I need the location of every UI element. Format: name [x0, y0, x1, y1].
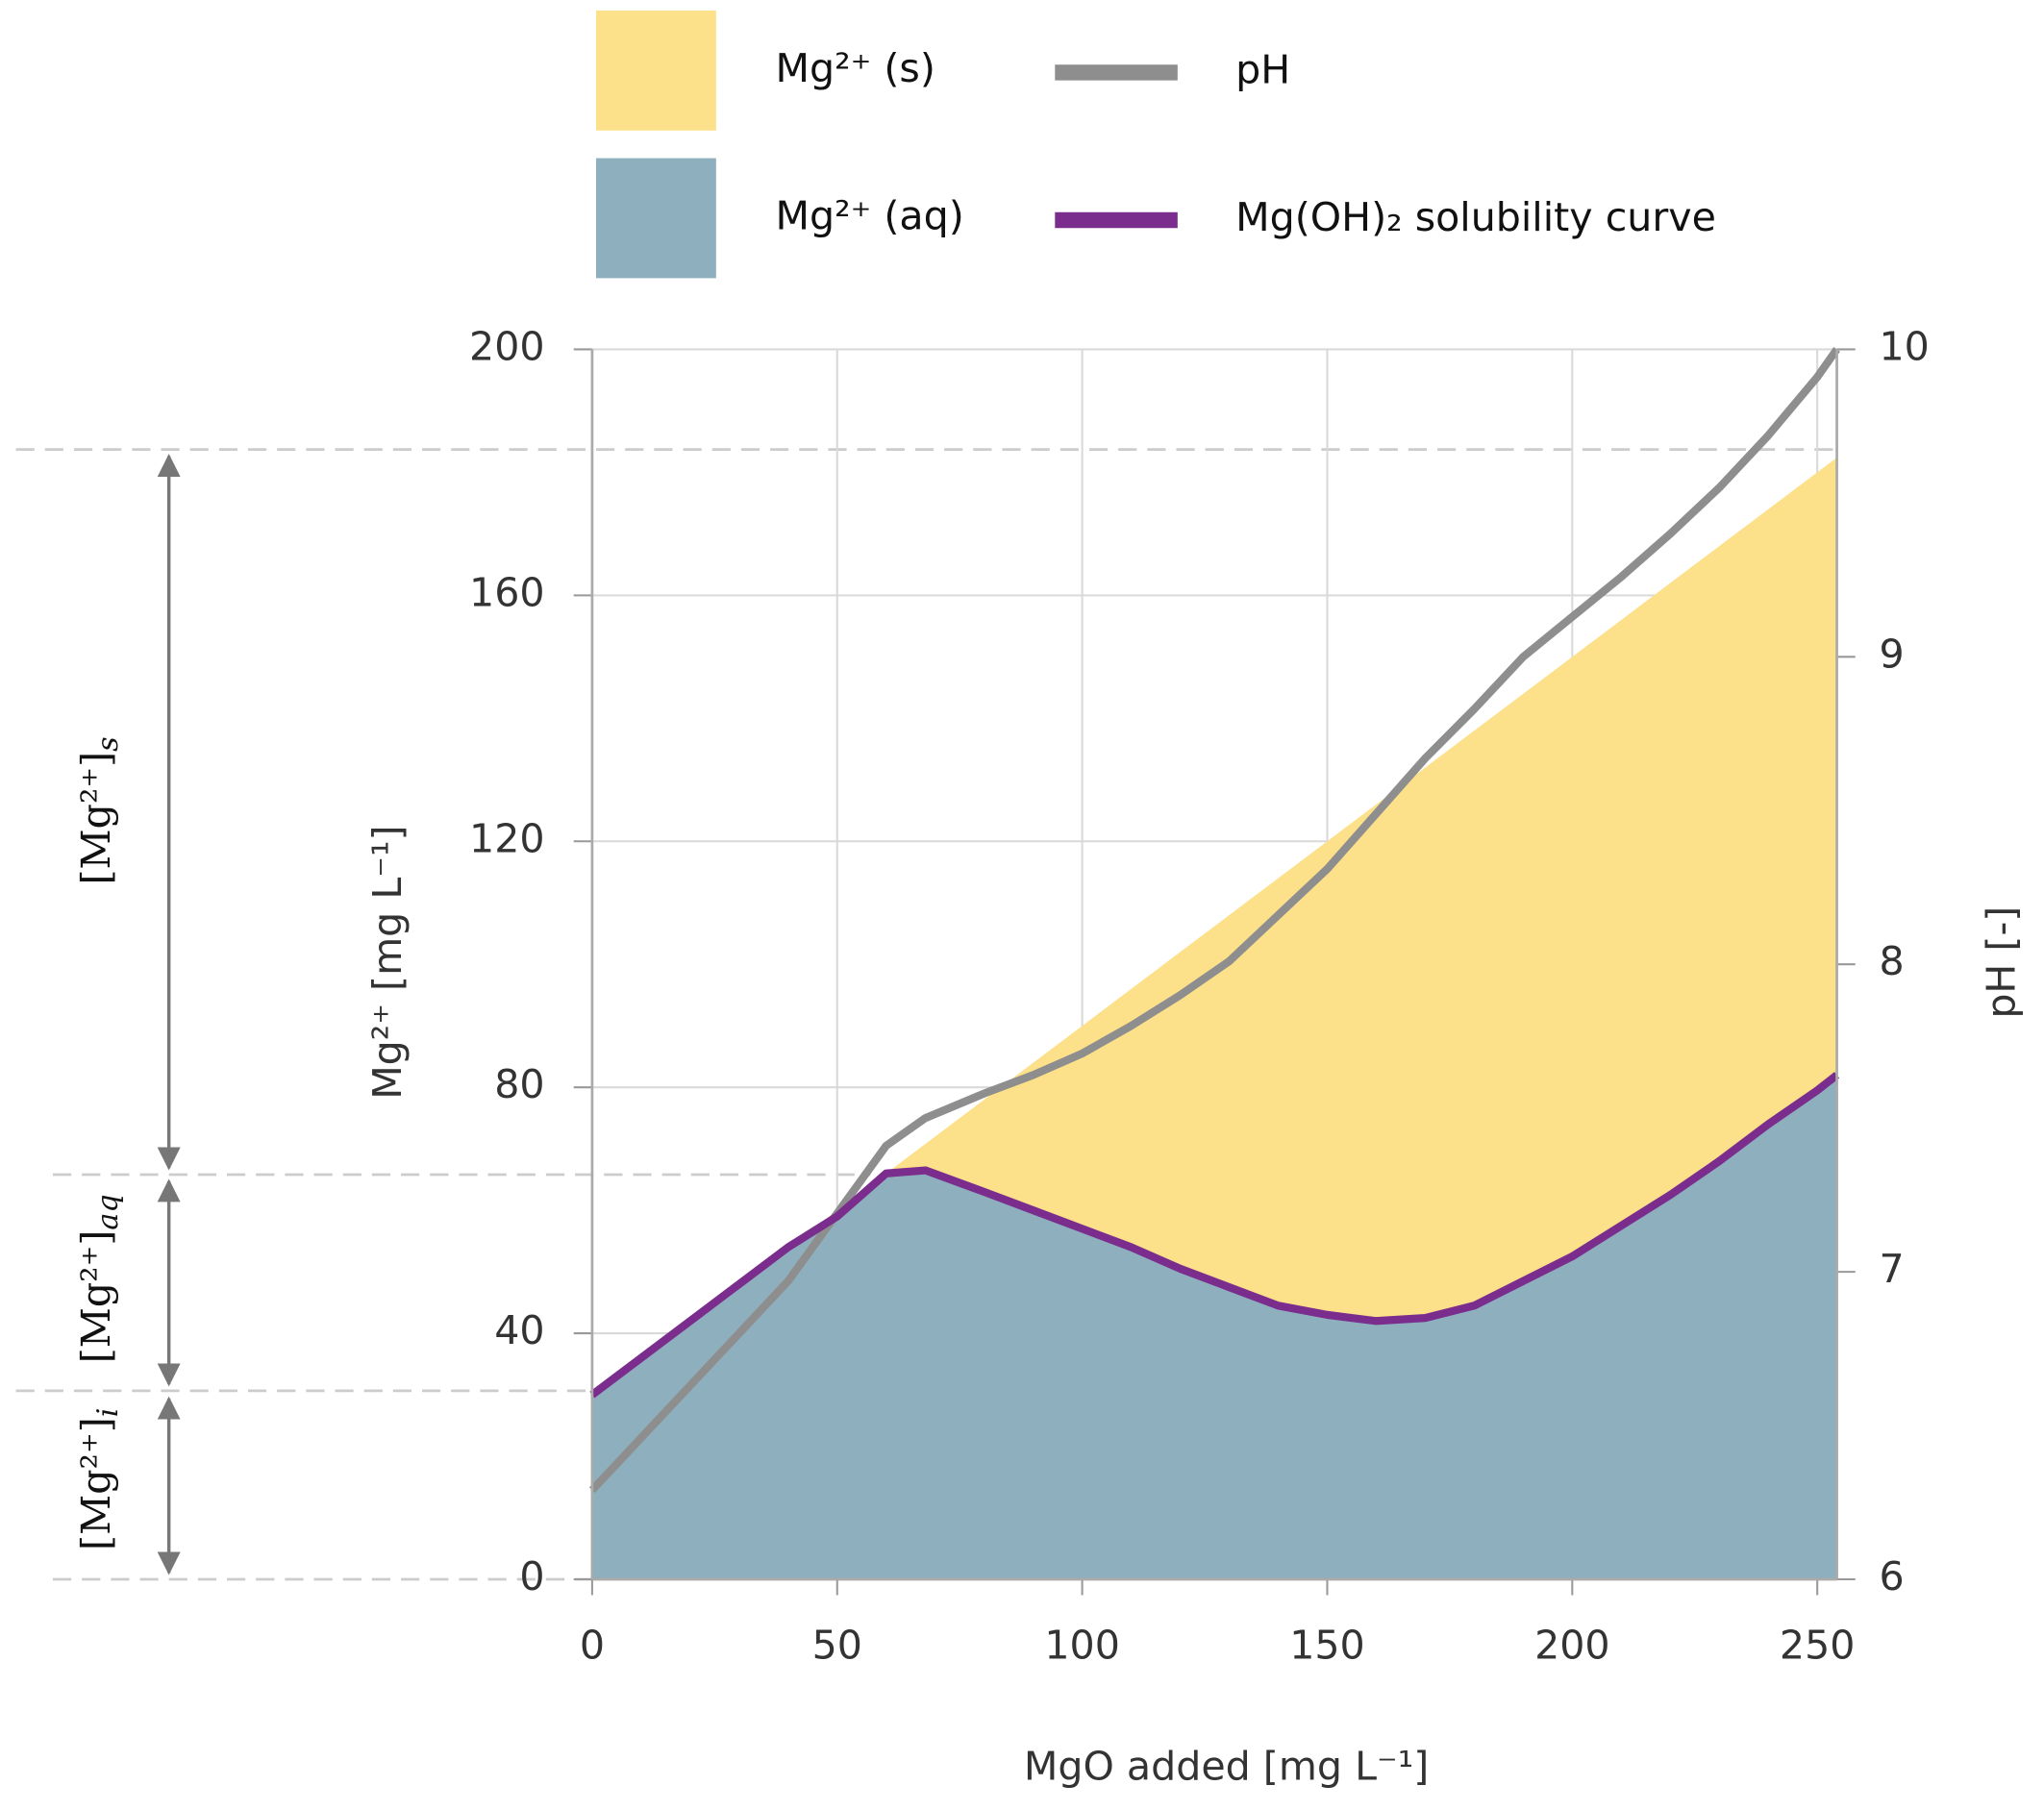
x-tick-label: 200 — [1534, 1622, 1610, 1668]
legend-label: Mg²⁺ (s) — [776, 45, 935, 91]
legend-swatch — [596, 158, 716, 279]
y2-axis-title: pH [-] — [1979, 906, 2025, 1019]
x-tick-label: 150 — [1289, 1622, 1365, 1668]
legend: Mg(OH)₂ solubility curve pH Mg²⁺ (s) Mg²⁺ (… — [596, 10, 1716, 279]
y-tick-label: 80 — [494, 1061, 544, 1107]
y-axis-title: Mg²⁺ [mg L⁻¹] — [364, 826, 411, 1100]
line — [588, 347, 1840, 1494]
legend-label: Mg(OH)₂ solubility curve — [1235, 194, 1716, 240]
x-axis-title: MgO added [mg L⁻¹] — [1024, 1743, 1429, 1789]
y2-tick-label: 8 — [1879, 938, 1904, 984]
y2-tick-label: 10 — [1879, 323, 1929, 369]
y-tick-label: 160 — [469, 569, 545, 615]
annotation-sub: s — [91, 736, 125, 751]
y2-tick-label: 9 — [1879, 631, 1904, 677]
annotation-text: [Mg²⁺] — [72, 1417, 118, 1550]
y-tick-label: 120 — [469, 815, 545, 861]
annotation-text: [Mg²⁺] — [72, 752, 118, 885]
annotation-guides — [15, 448, 1837, 1581]
x-tick-label: 100 — [1044, 1622, 1120, 1668]
legend-label: pH — [1235, 46, 1290, 92]
y-tick-label: 0 — [519, 1553, 544, 1599]
x-tick-label: 250 — [1780, 1622, 1856, 1668]
y2-tick-label: 6 — [1879, 1553, 1904, 1599]
annotation-sub: i — [91, 1408, 125, 1418]
annotation-text: [Mg²⁺] — [72, 1230, 118, 1364]
annotation: [Mg²⁺]aq — [72, 1194, 124, 1363]
y2-tick-label: 7 — [1879, 1246, 1904, 1292]
y-tick-label: 40 — [494, 1307, 544, 1353]
areas — [591, 458, 1837, 1579]
plot: 0 40 80 120 160 200 0 50 100 150 200 250 6 7 8 9 10 — [469, 323, 1930, 1668]
x-tick-label: 50 — [812, 1622, 862, 1668]
lines — [588, 347, 1840, 1494]
legend-label: Mg²⁺ (aq) — [776, 193, 964, 239]
legend-swatch — [596, 10, 716, 131]
y-tick-label: 200 — [469, 323, 545, 369]
area — [591, 1075, 1837, 1579]
area — [591, 458, 1837, 1396]
x-tick-label: 0 — [580, 1622, 605, 1668]
annotation: [Mg²⁺]i — [72, 1408, 124, 1550]
annotation: [Mg²⁺]s — [72, 736, 124, 884]
line — [589, 1072, 1840, 1399]
annotation-sub: aq — [91, 1194, 125, 1229]
